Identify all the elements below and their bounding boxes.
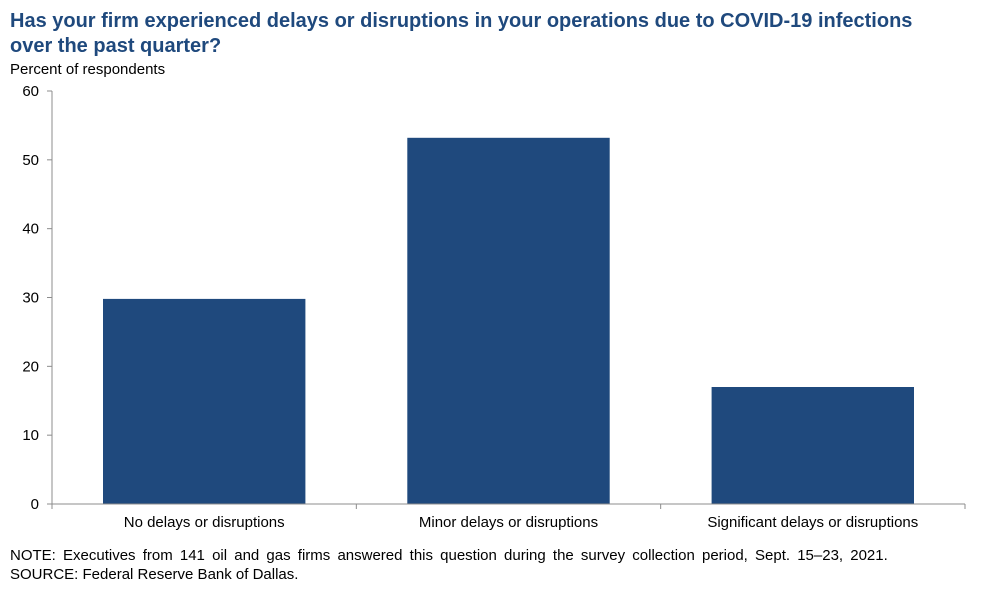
y-tick-label-4: 40	[22, 221, 39, 238]
bars-layer	[103, 137, 914, 505]
x-categories-layer: No delays or disruptions Minor delays or …	[51, 504, 966, 531]
source-text: SOURCE: Federal Reserve Bank of Dallas.	[10, 566, 299, 583]
y-ticks-layer: 0 10 20 30 40 50 60	[22, 83, 52, 513]
chart-title-line-1: Has your firm experienced delays or disr…	[10, 10, 913, 32]
bar-1	[407, 137, 610, 505]
x-category-label-1: Minor delays or disruptions	[419, 514, 598, 531]
chart-title: Has your firm experienced delays or disr…	[10, 9, 985, 59]
y-tick-label-3: 30	[22, 290, 39, 307]
bar-2	[711, 387, 914, 504]
x-category-label-0: No delays or disruptions	[124, 514, 285, 531]
chart-title-line-2: over the past quarter?	[10, 35, 222, 57]
y-tick-label-2: 20	[22, 358, 39, 375]
y-tick-label-1: 10	[22, 427, 39, 444]
note-text: NOTE: Executives from 141 oil and gas fi…	[10, 547, 888, 564]
bar-chart: 0 10 20 30 40 50 60 No delays or disruptions Mi…	[22, 83, 966, 531]
footnotes: NOTE: Executives from 141 oil and gas fi…	[10, 546, 888, 584]
x-category-label-2: Significant delays or disruptions	[707, 514, 918, 531]
y-tick-label-5: 50	[22, 152, 39, 169]
y-tick-label-0: 0	[31, 496, 39, 513]
bar-0	[103, 298, 306, 504]
y-axis-label: Percent of respondents	[10, 61, 166, 78]
y-tick-label-6: 60	[22, 83, 39, 100]
